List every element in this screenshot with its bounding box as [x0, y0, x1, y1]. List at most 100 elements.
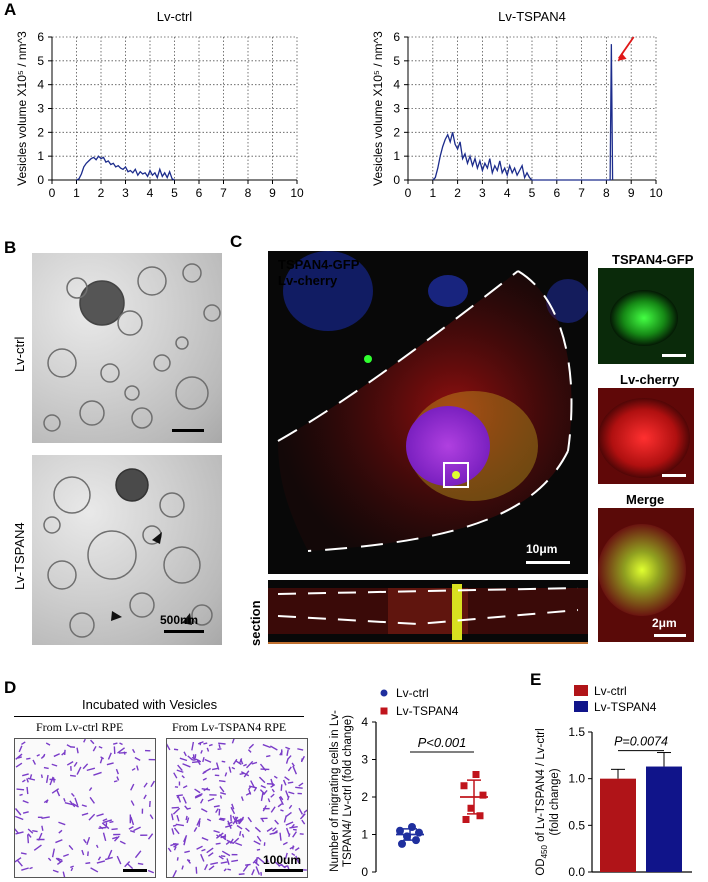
migrated-cell	[100, 756, 105, 760]
migrated-cell	[294, 847, 300, 852]
chart-od450-bar: Lv-ctrl Lv-TSPAN4 0.0 0.5 1.0 1.5 OD450 of Lv-…	[535, 684, 692, 879]
arrowheads-b	[111, 532, 192, 625]
migrated-cell	[117, 747, 125, 754]
y-axis-label: TSPAN4/ Lv-ctrl (fold change)	[342, 715, 354, 867]
migrated-cell	[253, 787, 257, 792]
migrated-cell	[257, 856, 265, 864]
migrated-cell	[55, 839, 63, 844]
confocal-drawing	[277, 251, 588, 552]
migrated-cell	[101, 822, 110, 830]
migrated-cell	[243, 763, 247, 767]
migrated-cell	[288, 804, 293, 809]
data-point	[479, 791, 487, 799]
migrated-cell	[200, 853, 205, 862]
migrated-cell	[186, 817, 190, 824]
migrated-cell	[201, 848, 206, 852]
migrated-cell	[64, 802, 74, 806]
migrated-cell	[266, 827, 273, 832]
migrated-cell	[247, 749, 252, 753]
migrated-cell	[181, 865, 184, 870]
well-cells-ctrl	[15, 739, 155, 877]
inset-image-gfp	[598, 268, 694, 364]
well-image-tspan4: 100um	[166, 738, 308, 878]
migrated-cell	[177, 764, 183, 772]
y-tick-label: 0	[393, 173, 400, 187]
y-tick-label: 6	[37, 30, 44, 44]
legend-marker	[380, 707, 388, 715]
migrated-cell	[99, 757, 103, 764]
migrated-cell	[112, 836, 118, 840]
migrated-cell	[288, 791, 295, 795]
panel-d-header: Incubated with Vesicles	[82, 697, 218, 712]
migrated-cell	[295, 855, 300, 864]
migrated-cell	[286, 749, 289, 756]
migrated-cell	[107, 849, 113, 859]
migrated-cell	[269, 745, 278, 751]
migrated-cell	[228, 766, 232, 773]
migrated-cell	[173, 843, 179, 848]
migrated-cell	[248, 743, 255, 749]
migrated-cell	[124, 861, 131, 868]
scalebar-well-tspan4	[265, 869, 303, 872]
migrated-cell	[210, 862, 219, 865]
migrated-cell	[18, 745, 23, 753]
migrated-cell	[89, 796, 95, 804]
inset-gfp-drawing	[598, 268, 694, 364]
migrated-cell	[74, 797, 79, 806]
migrated-cell	[179, 757, 188, 762]
migrated-cell	[76, 747, 79, 754]
data-point	[408, 823, 416, 831]
migrated-cell	[270, 806, 276, 813]
migrated-cell	[181, 775, 185, 779]
x-tick-label: 10	[649, 186, 663, 200]
migrated-cell	[224, 772, 228, 777]
migrated-cell	[19, 793, 23, 796]
migrated-cell	[58, 821, 66, 826]
inset-cherry-drawing	[598, 388, 694, 484]
migrated-cell	[29, 866, 33, 870]
migrated-cell	[173, 772, 178, 779]
migrated-cell	[173, 846, 177, 851]
migrated-cell	[218, 742, 226, 745]
x-tick-label: 5	[529, 186, 536, 200]
migrated-cell	[22, 773, 29, 777]
migrated-cell	[245, 827, 250, 833]
migrated-cell	[213, 830, 220, 834]
data-point	[396, 826, 404, 835]
chart-title: Lv-TSPAN4	[498, 9, 566, 24]
y-tick-label: 4	[361, 715, 368, 729]
migrated-cell	[292, 765, 298, 775]
migrated-cell	[51, 848, 56, 858]
migrated-cell	[207, 852, 214, 857]
legend-swatch	[574, 701, 588, 712]
migrated-cell	[235, 760, 242, 766]
migrated-cell	[208, 743, 213, 747]
migrated-cell	[42, 753, 46, 758]
migrated-cell	[206, 818, 212, 822]
y-tick-label: 0.0	[568, 865, 585, 879]
x-tick-label: 4	[147, 186, 154, 200]
migrated-cell	[232, 758, 238, 765]
migrated-cell	[289, 845, 295, 850]
migrated-cell	[176, 857, 179, 861]
migrated-cell	[176, 769, 184, 773]
migrated-cell	[292, 831, 297, 838]
label-b-lv-tspan4: Lv-TSPAN4	[12, 522, 27, 590]
migrated-cell	[173, 748, 179, 751]
x-tick-label: 6	[553, 186, 560, 200]
migrated-cell	[299, 813, 306, 820]
section-label: section	[248, 600, 263, 646]
migrated-cell	[196, 760, 201, 766]
migrated-cell	[226, 858, 230, 865]
migrated-cell	[191, 756, 201, 762]
data-point	[398, 839, 406, 848]
bar	[646, 766, 682, 872]
migrated-cell	[262, 743, 271, 749]
migrated-cell	[130, 800, 135, 806]
y-tick-label: 1	[37, 149, 44, 163]
migrated-cell	[20, 852, 27, 855]
migrated-cell	[176, 814, 180, 822]
migrated-cell	[218, 780, 226, 783]
migrated-cell	[92, 745, 97, 752]
migrated-cell	[172, 870, 178, 877]
